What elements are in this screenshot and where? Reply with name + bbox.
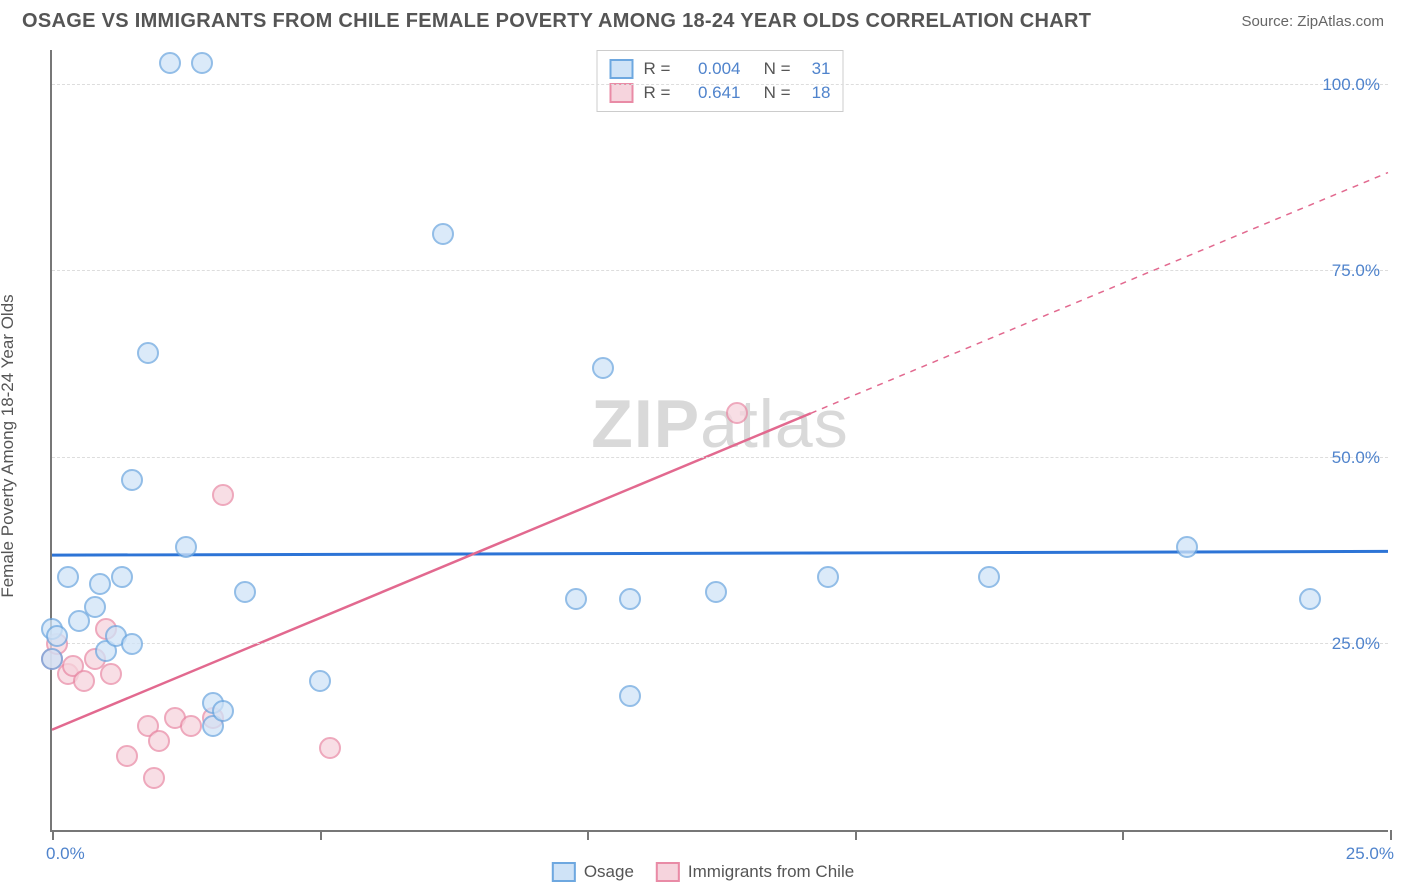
x-tick [855, 830, 857, 840]
swatch-chile [656, 862, 680, 882]
gridline [52, 457, 1388, 458]
swatch-chile [610, 83, 634, 103]
n-label: N = [751, 83, 791, 103]
swatch-osage [552, 862, 576, 882]
data-point [46, 625, 68, 647]
y-tick-label: 100.0% [1322, 75, 1380, 95]
swatch-osage [610, 59, 634, 79]
data-point [234, 581, 256, 603]
x-tick-label-left: 0.0% [46, 844, 85, 864]
x-tick [52, 830, 54, 840]
data-point [619, 588, 641, 610]
r-label: R = [644, 83, 676, 103]
data-point [148, 730, 170, 752]
data-point [57, 566, 79, 588]
gridline [52, 270, 1388, 271]
gridline [52, 643, 1388, 644]
data-point [111, 566, 133, 588]
trend-line-extrapolated [811, 173, 1388, 414]
correlation-legend: R = 0.004 N = 31 R = 0.641 N = 18 [597, 50, 844, 112]
data-point [978, 566, 1000, 588]
data-point [565, 588, 587, 610]
data-point [41, 648, 63, 670]
legend-label-chile: Immigrants from Chile [688, 862, 854, 882]
data-point [212, 484, 234, 506]
legend-label-osage: Osage [584, 862, 634, 882]
trend-line [52, 413, 811, 729]
data-point [121, 633, 143, 655]
data-point [100, 663, 122, 685]
trend-lines-layer [52, 50, 1388, 830]
r-value-chile: 0.641 [686, 83, 741, 103]
data-point [121, 469, 143, 491]
data-point [619, 685, 641, 707]
r-value-osage: 0.004 [686, 59, 741, 79]
y-tick-label: 25.0% [1332, 634, 1380, 654]
x-tick [320, 830, 322, 840]
r-label: R = [644, 59, 676, 79]
data-point [191, 52, 213, 74]
n-value-osage: 31 [801, 59, 831, 79]
chart-header: OSAGE VS IMMIGRANTS FROM CHILE FEMALE PO… [0, 0, 1406, 39]
data-point [432, 223, 454, 245]
data-point [175, 536, 197, 558]
x-tick [587, 830, 589, 840]
data-point [1299, 588, 1321, 610]
n-label: N = [751, 59, 791, 79]
data-point [84, 596, 106, 618]
series-legend: Osage Immigrants from Chile [552, 862, 854, 882]
legend-item-chile: Immigrants from Chile [656, 862, 854, 882]
legend-item-osage: Osage [552, 862, 634, 882]
data-point [592, 357, 614, 379]
data-point [319, 737, 341, 759]
data-point [116, 745, 138, 767]
data-point [705, 581, 727, 603]
data-point [817, 566, 839, 588]
data-point [89, 573, 111, 595]
n-value-chile: 18 [801, 83, 831, 103]
data-point [143, 767, 165, 789]
data-point [726, 402, 748, 424]
data-point [1176, 536, 1198, 558]
y-tick-label: 75.0% [1332, 261, 1380, 281]
y-axis-label: Female Poverty Among 18-24 Year Olds [0, 294, 18, 597]
gridline [52, 84, 1388, 85]
legend-row-osage: R = 0.004 N = 31 [610, 57, 831, 81]
x-tick-label-right: 25.0% [1346, 844, 1394, 864]
data-point [73, 670, 95, 692]
y-tick-label: 50.0% [1332, 448, 1380, 468]
chart-source: Source: ZipAtlas.com [1241, 13, 1384, 30]
chart-plot-area: ZIPatlas R = 0.004 N = 31 R = 0.641 N = … [50, 50, 1388, 832]
data-point [180, 715, 202, 737]
data-point [212, 700, 234, 722]
data-point [309, 670, 331, 692]
x-tick [1122, 830, 1124, 840]
chart-title: OSAGE VS IMMIGRANTS FROM CHILE FEMALE PO… [22, 10, 1091, 33]
data-point [159, 52, 181, 74]
data-point [137, 342, 159, 364]
x-tick [1390, 830, 1392, 840]
